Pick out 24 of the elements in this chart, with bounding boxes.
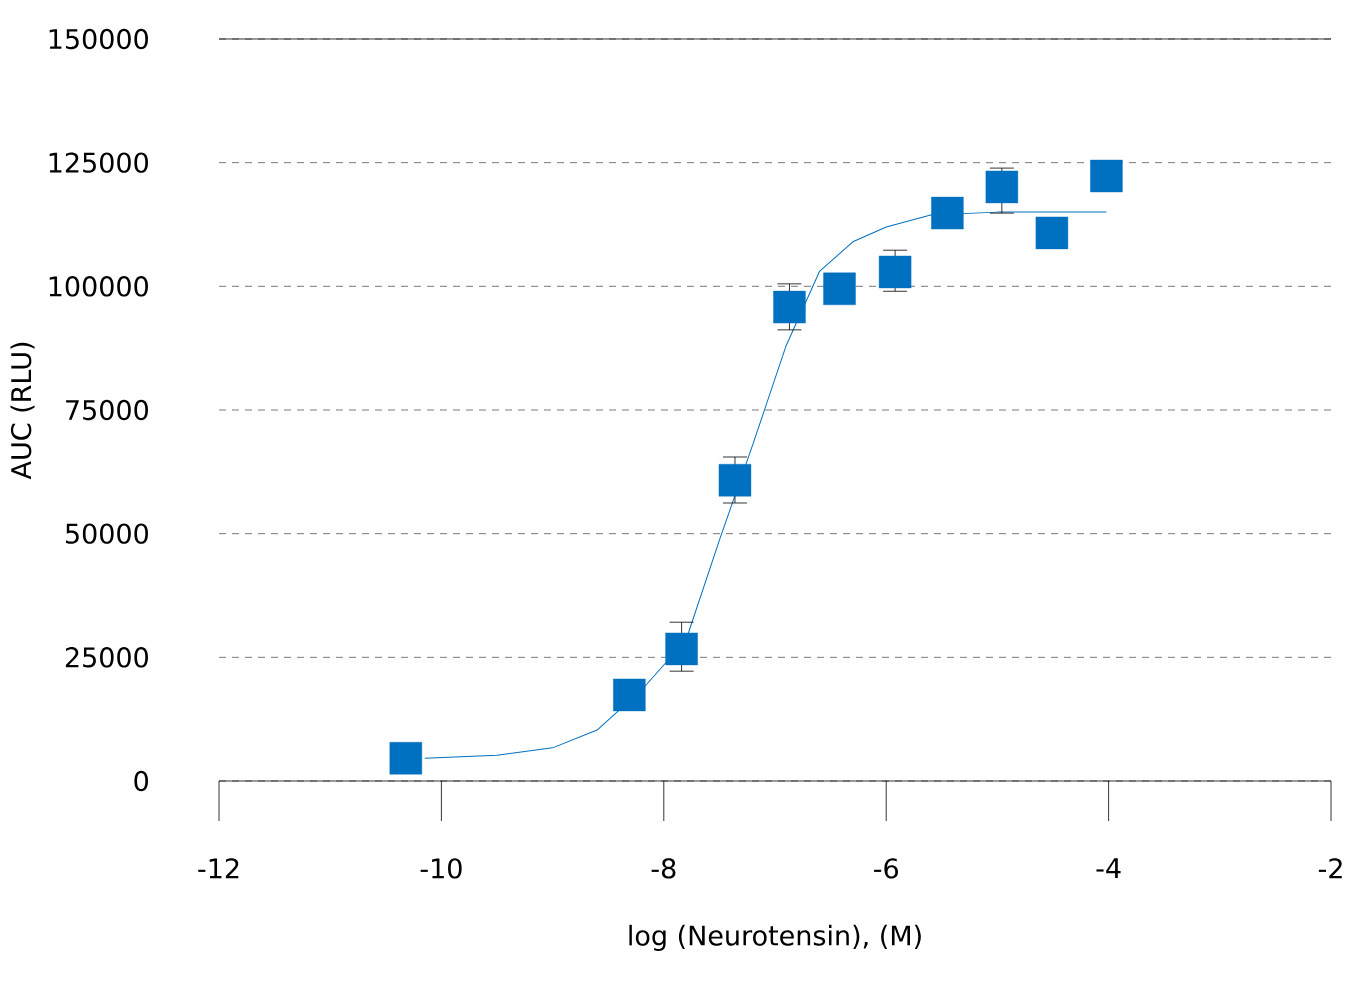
y-tick-label: 75000 <box>66 399 148 421</box>
x-axis-title: log (Neurotensin), (M) <box>629 924 921 951</box>
point <box>931 196 964 230</box>
y-tick-label: 125000 <box>49 152 148 173</box>
y-tick-label: 50000 <box>65 523 148 544</box>
y-axis-title: AUC (RLU) <box>10 342 35 480</box>
point <box>773 290 806 324</box>
x-tick-label: -4 <box>1096 858 1121 878</box>
y-tick-label: 150000 <box>49 28 148 50</box>
point <box>1090 159 1123 193</box>
x-tick-label: -8 <box>651 858 676 879</box>
x-tick-label: -12 <box>198 858 239 879</box>
y-tick-label: 0 <box>134 770 148 792</box>
y-tick-label: 100000 <box>49 276 148 297</box>
x-tick-label: -6 <box>874 858 898 879</box>
point <box>389 742 423 775</box>
x-tick-label: -2 <box>1318 858 1342 879</box>
point <box>613 678 646 712</box>
y-tick-label: 25000 <box>65 647 148 668</box>
x-tick-label: -10 <box>420 858 462 879</box>
point <box>665 632 698 666</box>
point <box>1035 216 1069 250</box>
point <box>718 464 752 497</box>
point <box>823 272 856 305</box>
